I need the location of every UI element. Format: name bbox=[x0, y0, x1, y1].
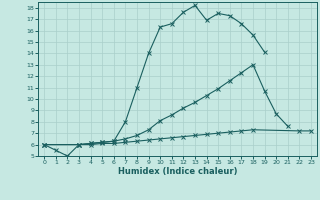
X-axis label: Humidex (Indice chaleur): Humidex (Indice chaleur) bbox=[118, 167, 237, 176]
